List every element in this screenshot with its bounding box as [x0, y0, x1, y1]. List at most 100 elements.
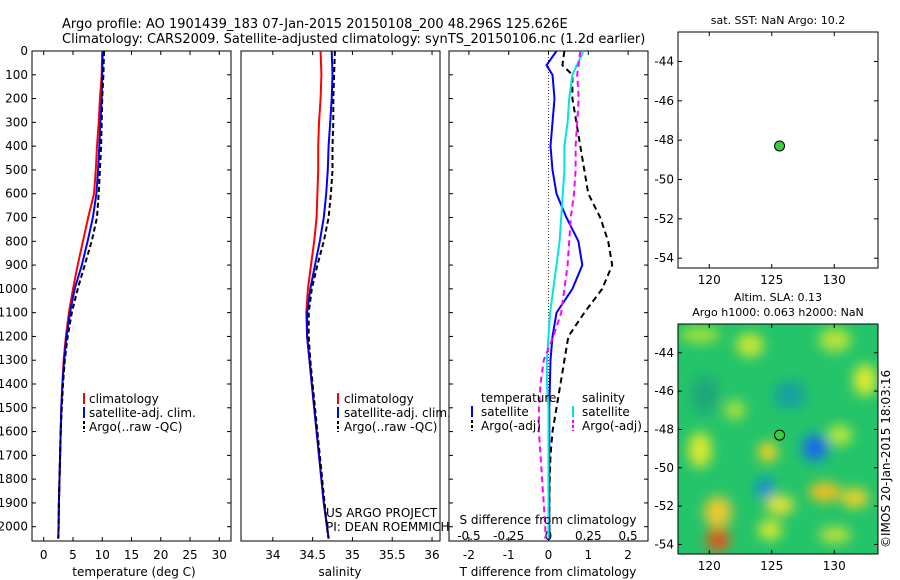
header-line-2: Climatology: CARS2009. Satellite-adjuste… [62, 32, 645, 47]
legend-climatology-label: climatology [344, 392, 414, 406]
salinity-panel: 34 34.5 35 35.5 36 [265, 51, 440, 562]
sla-map-title-line-1: Altim. SLA: 0.13 [734, 291, 822, 304]
lon-tick-label: 130 [823, 559, 846, 573]
depth-tick-label: 600 [5, 187, 28, 201]
x-tick-label: 25 [182, 548, 197, 562]
difference-panel: -2 -1 0 1 2-0.5 -0.25 0 0.25 0.5 [449, 50, 648, 562]
lon-tick-label: 125 [760, 273, 783, 287]
s-difference-label: S difference from climatology [460, 513, 637, 527]
depth-tick-label: 1800 [0, 472, 28, 486]
x-tick-label: 10 [95, 548, 110, 562]
project-label: US ARGO PROJECT [326, 506, 438, 520]
depth-tick-label: 2000 [0, 520, 28, 534]
depth-tick-label: 200 [5, 92, 28, 106]
temperature-axis-label: temperature (deg C) [72, 565, 195, 579]
lon-tick-label: 130 [823, 273, 846, 287]
t-difference-axis-label: T difference from climatology [459, 565, 637, 579]
legend-satellite-label: satellite-adj. clim. [89, 406, 196, 420]
series-layer [305, 51, 336, 539]
x-tick-label: 15 [124, 548, 139, 562]
lat-tick-label: -50 [654, 173, 674, 187]
legend-sal-argo-label: Argo(-adj) [582, 419, 642, 433]
legend-salinity-title: salinity [582, 391, 625, 405]
float-position-marker [774, 140, 786, 152]
x-tick-label: 0 [40, 548, 48, 562]
lon-tick-label: 120 [698, 273, 721, 287]
legend-temp-argo-label: Argo(-adj) [481, 419, 541, 433]
s-tick-label: 0.25 [575, 529, 602, 543]
s-tick-label: -0.25 [493, 529, 524, 543]
lon-tick-label: 125 [760, 559, 783, 573]
temperature-panel-frame [31, 50, 232, 542]
legend-satellite-label: satellite-adj. clim. [344, 406, 451, 420]
series-line-salinity-satellite [545, 51, 585, 539]
sla-map-title-line-2: Argo h1000: 0.063 h2000: NaN [692, 306, 864, 319]
temperature-legend: climatology satellite-adj. clim. Argo(..… [83, 392, 196, 434]
lat-tick-label: -50 [654, 461, 674, 475]
x-tick-label: 2 [624, 548, 632, 562]
depth-tick-label: 0 [20, 44, 28, 58]
salinity-legend: climatology satellite-adj. clim. Argo(..… [326, 392, 451, 534]
x-tick-label: 30 [212, 548, 227, 562]
series-line-temperature-argo-adj [548, 51, 614, 539]
lat-tick-label: -54 [654, 251, 674, 265]
x-tick-label: 1 [584, 548, 592, 562]
lat-tick-label: -44 [654, 346, 674, 360]
x-tick-label: 35 [345, 548, 360, 562]
depth-tick-label: 1900 [0, 496, 28, 510]
depth-tick-label: 400 [5, 139, 28, 153]
legend-argo-label: Argo(..raw -QC) [89, 420, 182, 434]
imos-timestamp-label: ©IMOS 20-Jan-2015 18:03:16 [879, 370, 893, 548]
series-layer [537, 51, 614, 539]
lat-tick-label: -44 [654, 55, 674, 69]
s-tick-label: 0.5 [619, 529, 638, 543]
depth-tick-label: 1400 [0, 377, 28, 391]
float-position-marker [774, 429, 786, 441]
header-line-1: Argo profile: AO 1901439_183 07-Jan-2015… [62, 17, 568, 32]
pi-label: PI: DEAN ROEMMICH [326, 520, 449, 534]
depth-tick-label: 1700 [0, 448, 28, 462]
legend-temperature-title: temperature [481, 391, 556, 405]
salinity-axis-label: salinity [318, 565, 361, 579]
depth-tick-label: 300 [5, 115, 28, 129]
depth-tick-label: 1000 [0, 282, 28, 296]
x-tick-label: 0 [545, 548, 553, 562]
series-layer [57, 51, 105, 539]
legend-sal-satellite-label: satellite [582, 405, 630, 419]
series-line-argo-raw-qc [307, 51, 336, 539]
x-tick-label: -2 [463, 548, 475, 562]
lat-tick-label: -46 [654, 384, 674, 398]
salinity-panel-frame [240, 50, 441, 542]
x-tick-label: 34.5 [299, 548, 326, 562]
sla-anomaly-blobs [680, 327, 877, 552]
legend-argo-label: Argo(..raw -QC) [344, 420, 437, 434]
x-tick-label: 20 [153, 548, 168, 562]
x-tick-label: -1 [503, 548, 515, 562]
sla-heatmap [678, 324, 878, 554]
sst-map: 120 125 130 -44 -46 -48 -50 -52 -54 [654, 32, 878, 287]
depth-tick-label: 700 [5, 211, 28, 225]
sst-map-title: sat. SST: NaN Argo: 10.2 [711, 14, 845, 27]
series-line-salinity-argo-adj [537, 51, 582, 539]
lat-tick-label: -52 [654, 212, 674, 226]
s-tick-label: -0.5 [457, 529, 480, 543]
lat-tick-label: -54 [654, 537, 674, 551]
x-tick-label: 36 [424, 548, 439, 562]
temperature-panel: 0100200300400500600700800900100011001200… [0, 44, 231, 562]
series-line-argo-raw-qc [57, 51, 105, 539]
x-tick-label: 34 [265, 548, 280, 562]
depth-tick-label: 100 [5, 68, 28, 82]
legend-climatology-label: climatology [89, 392, 159, 406]
sla-map-frame [677, 323, 879, 555]
x-tick-label: 35.5 [379, 548, 406, 562]
depth-tick-label: 1100 [0, 306, 28, 320]
depth-tick-label: 1200 [0, 329, 28, 343]
lat-tick-label: -52 [654, 499, 674, 513]
depth-tick-label: 1500 [0, 401, 28, 415]
x-tick-label: 5 [69, 548, 77, 562]
lat-tick-label: -48 [654, 133, 674, 147]
sla-map-axes: 120 125 130 -44 -46 -48 -50 -52 -54 [654, 324, 878, 573]
lat-tick-label: -46 [654, 94, 674, 108]
lat-tick-label: -48 [654, 422, 674, 436]
